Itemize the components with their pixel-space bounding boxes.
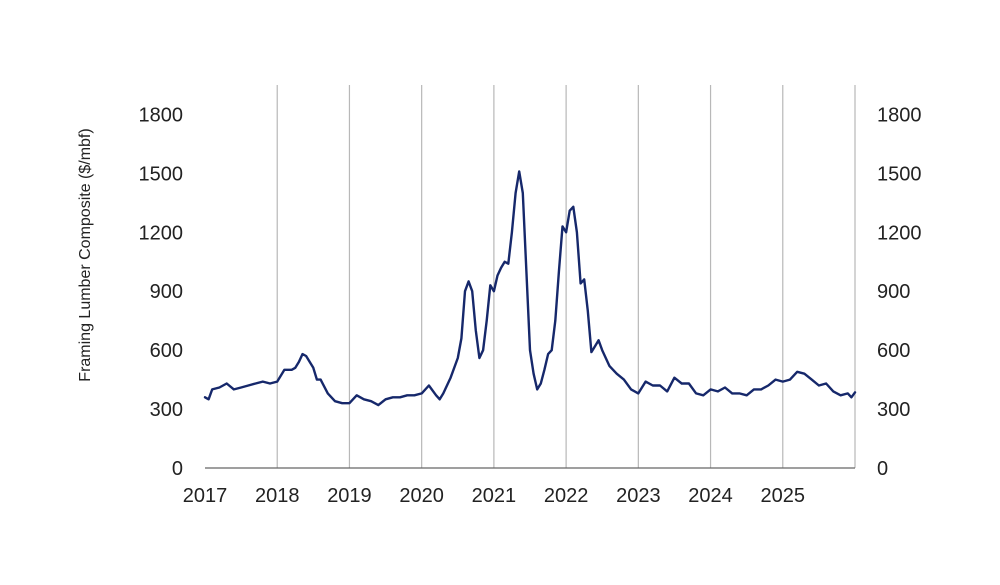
x-tick-label-2020: 2020 <box>399 485 444 507</box>
right-y-tick-label-1200: 1200 <box>877 222 922 244</box>
right-y-tick-label-0: 0 <box>877 458 888 480</box>
left-y-axis-ticks: 0 300 600 900 1200 1500 1800 <box>139 104 184 480</box>
right-y-tick-label-300: 300 <box>877 399 910 421</box>
right-y-tick-label-1500: 1500 <box>877 163 922 185</box>
x-tick-label-2022: 2022 <box>544 485 589 507</box>
x-tick-label-2024: 2024 <box>688 485 733 507</box>
x-tick-label-2025: 2025 <box>761 485 806 507</box>
right-y-tick-label-1800: 1800 <box>877 104 922 126</box>
left-y-tick-label-900: 900 <box>150 281 183 303</box>
left-y-tick-label-1800: 1800 <box>139 104 184 126</box>
right-y-axis-ticks: 0 300 600 900 1200 1500 1800 <box>877 104 922 480</box>
x-axis-ticks: 2017 2018 2019 2020 2021 2022 2023 2024 2025 <box>183 485 805 507</box>
vertical-gridlines <box>276 85 856 468</box>
x-tick-label-2017: 2017 <box>183 485 228 507</box>
right-y-tick-label-600: 600 <box>877 340 910 362</box>
left-y-tick-label-0: 0 <box>172 458 183 480</box>
left-y-tick-label-300: 300 <box>150 399 183 421</box>
series-line <box>203 170 857 407</box>
x-tick-label-2019: 2019 <box>327 485 372 507</box>
left-y-tick-label-1500: 1500 <box>139 163 184 185</box>
x-tick-label-2018: 2018 <box>255 485 300 507</box>
x-tick-label-2023: 2023 <box>616 485 661 507</box>
left-y-tick-label-1200: 1200 <box>139 222 184 244</box>
left-y-tick-label-600: 600 <box>150 340 183 362</box>
right-y-tick-label-900: 900 <box>877 281 910 303</box>
y-axis-label: Framing Lumber Composite ($/mbf) <box>77 128 94 381</box>
x-tick-label-2021: 2021 <box>472 485 517 507</box>
